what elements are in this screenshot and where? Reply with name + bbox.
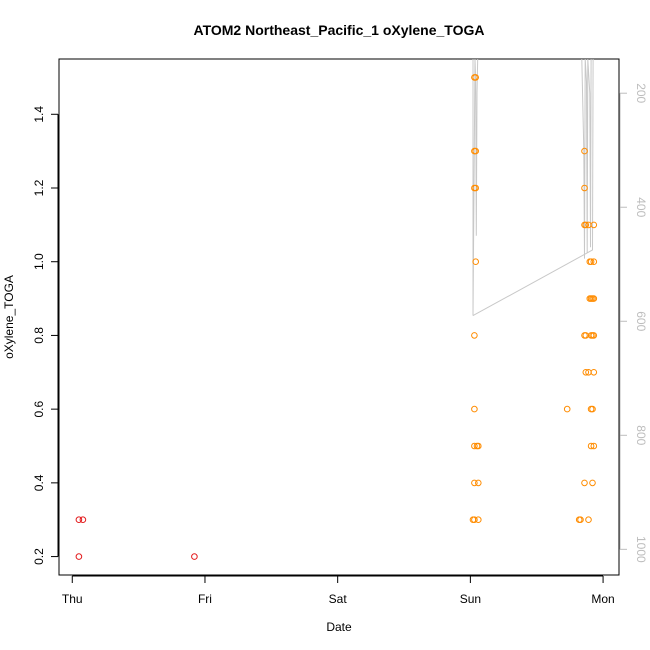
data-point: [471, 442, 478, 450]
plot-frame: [58, 58, 620, 576]
right-tick-label: 200: [634, 83, 648, 103]
right-tick-label: 1000: [634, 536, 648, 563]
data-point: [472, 258, 480, 266]
y-tick-label: 0.8: [32, 327, 46, 344]
data-point: [471, 479, 478, 487]
data-point: [475, 516, 482, 524]
data-point: [191, 553, 198, 560]
x-axis: Thu Fri Sat Sun Mon: [62, 575, 615, 606]
data-point: [471, 516, 478, 524]
data-point: [587, 258, 595, 266]
data-point: [581, 479, 588, 487]
points-layer: [75, 74, 598, 560]
data-point: [582, 369, 590, 376]
data-point: [475, 479, 482, 487]
data-point: [577, 516, 584, 524]
data-point: [471, 405, 478, 413]
y-tick-label: 0.6: [32, 400, 46, 417]
altitude-line-segment: [472, 58, 594, 317]
data-point: [590, 369, 598, 376]
data-point: [582, 221, 590, 229]
altitude-line-segment: [581, 58, 592, 259]
data-point: [589, 479, 596, 487]
y-tick-label: 1.0: [32, 253, 46, 270]
data-point: [590, 258, 598, 266]
y-tick-label: 0.2: [32, 548, 46, 565]
y-axis: 0.2 0.4 0.6 0.8 1.0 1.2 1.4: [32, 106, 59, 565]
right-tick-label: 400: [634, 197, 648, 217]
data-point: [472, 147, 480, 155]
data-point: [590, 295, 598, 302]
x-tick-label: Sun: [460, 592, 481, 606]
y-tick-label: 1.4: [32, 106, 46, 123]
data-point: [75, 553, 83, 560]
data-point: [590, 332, 598, 339]
data-point: [589, 405, 596, 413]
data-point: [75, 516, 83, 524]
data-point: [563, 405, 571, 413]
chart-title: ATOM2 Northeast_Pacific_1 oXylene_TOGA: [194, 22, 485, 38]
data-point: [472, 74, 480, 81]
data-point: [581, 184, 588, 192]
data-point: [472, 184, 480, 192]
x-tick-label: Mon: [591, 592, 614, 606]
right-tick-label: 600: [634, 311, 648, 331]
x-axis-label: Date: [326, 620, 352, 634]
data-point: [581, 147, 588, 155]
y-tick-label: 1.2: [32, 179, 46, 196]
y-tick-label: 0.4: [32, 474, 46, 491]
data-point: [585, 516, 592, 524]
right-axis: 200 400 600 800 1000: [619, 83, 648, 563]
x-tick-label: Fri: [198, 592, 212, 606]
x-tick-label: Thu: [62, 592, 83, 606]
data-point: [590, 442, 598, 450]
altitude-line-layer: [472, 58, 594, 317]
x-tick-label: Sat: [329, 592, 348, 606]
y-axis-label: oXylene_TOGA: [2, 275, 16, 359]
data-point: [79, 516, 87, 524]
right-tick-label: 800: [634, 425, 648, 445]
data-point: [587, 442, 595, 450]
data-point: [471, 332, 478, 339]
data-point: [475, 442, 482, 450]
data-point: [590, 221, 598, 229]
